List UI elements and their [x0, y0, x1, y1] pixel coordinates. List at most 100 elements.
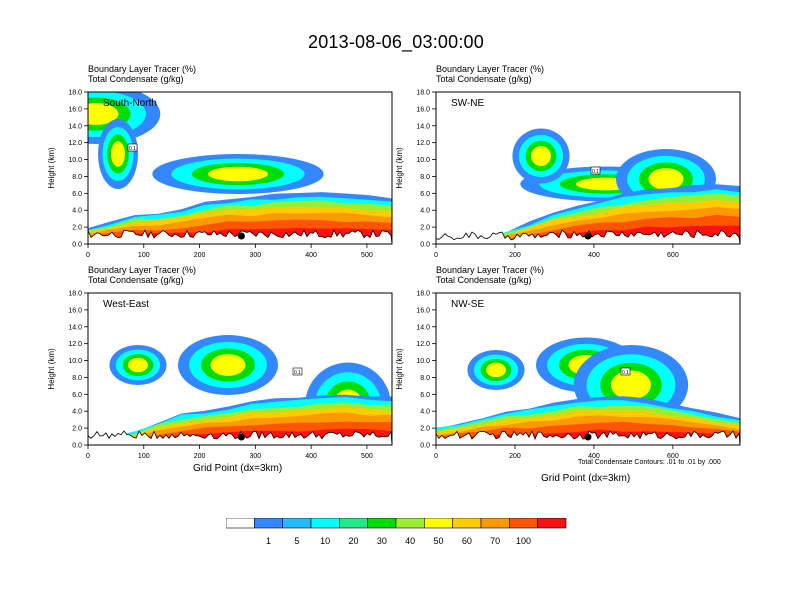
- x-tick-label: 100: [138, 453, 150, 460]
- contour-label: 0.1: [129, 146, 136, 152]
- panel-title-2: Boundary Layer Tracer (%): [436, 64, 545, 74]
- tracer-field: [88, 335, 392, 445]
- heatmap-svg-4: 0.0 2.0 4.0 6.0 8.0 10.0 12.0 14.0 16.0 18.0 Heigh…: [395, 291, 741, 460]
- colorbar-label: 70: [490, 536, 500, 546]
- y-tick-label: 18.0: [416, 90, 430, 97]
- tracer-field: [88, 92, 392, 244]
- y-tick-label: 16.0: [68, 307, 82, 314]
- y-tick-label: 2.0: [420, 426, 430, 433]
- panel-subtitle-1: Total Condensate (g/kg): [88, 74, 184, 84]
- x-tick-label: 100: [138, 252, 150, 259]
- y-tick-label: 4.0: [72, 409, 82, 416]
- y-tick-label: 10.0: [416, 157, 430, 164]
- tracer-field: [436, 128, 740, 244]
- contour-label-box: [127, 143, 138, 152]
- colorbar-swatch: [537, 517, 567, 529]
- y-tick-label: 12.0: [416, 140, 430, 147]
- y-tick-label: 18.0: [416, 291, 430, 298]
- contour-label: 0.1: [294, 370, 301, 376]
- location-marker: [237, 433, 245, 441]
- x-tick-label: 300: [249, 453, 261, 460]
- y-tick-label: 10.0: [68, 358, 82, 365]
- plot-frame: [87, 292, 393, 446]
- panel-title-1: Boundary Layer Tracer (%): [88, 64, 197, 74]
- y-tick-label: 14.0: [416, 324, 430, 331]
- y-tick-label: 10.0: [416, 358, 430, 365]
- colorbar-swatch: [509, 517, 538, 529]
- plot-frame: [87, 91, 393, 245]
- panel-name-label: SW-NE: [451, 98, 484, 109]
- panel-name-label: West-East: [103, 299, 149, 310]
- colorbar-swatch: [367, 517, 397, 529]
- y-tick-label: 12.0: [416, 341, 430, 348]
- y-tick-label: 2.0: [72, 426, 82, 433]
- y-tick-label: 4.0: [72, 208, 82, 215]
- panel-sw-ne: 0.0 2.0 4.0 6.0 8.0 10.0 12.0 14.0 16.0 18.0 Heigh…: [395, 90, 741, 259]
- y-axis-label: Height (km): [47, 348, 56, 390]
- colorbar-label: 40: [405, 536, 415, 546]
- heatmap-svg-1: 0.0 2.0 4.0 6.0 8.0 10.0 12.0 14.0 16.0 18.0 Heigh…: [47, 90, 393, 259]
- colorbar-swatch: [310, 517, 340, 529]
- panel-title-3: Boundary Layer Tracer (%): [88, 265, 197, 275]
- x-tick-label: 0: [434, 252, 438, 259]
- contour-label: 0.1: [622, 370, 629, 376]
- x-tick-label: 200: [509, 453, 521, 460]
- y-axis-label: Height (km): [395, 348, 404, 390]
- x-tick-label: 500: [361, 252, 373, 259]
- y-tick-label: 6.0: [72, 191, 82, 198]
- y-tick-label: 8.0: [72, 174, 82, 181]
- y-tick-label: 14.0: [68, 123, 82, 130]
- y-tick-label: 6.0: [420, 392, 430, 399]
- x-axis-label-right: Grid Point (dx=3km): [541, 473, 631, 484]
- panel-subtitle-2: Total Condensate (g/kg): [436, 74, 532, 84]
- y-axis-label: Height (km): [47, 147, 56, 189]
- y-tick-label: 16.0: [416, 106, 430, 113]
- colorbar-swatch: [480, 517, 510, 529]
- contour-label-box: [620, 367, 631, 376]
- x-tick-label: 400: [588, 252, 600, 259]
- panel-subtitle-4: Total Condensate (g/kg): [436, 275, 532, 285]
- panel-subtitle-3: Total Condensate (g/kg): [88, 275, 184, 285]
- y-axis-label: Height (km): [395, 147, 404, 189]
- colorbar-swatch: [254, 517, 283, 529]
- location-marker: [584, 232, 592, 240]
- panel-south-north: 0.0 2.0 4.0 6.0 8.0 10.0 12.0 14.0 16.0 18.0 Heigh…: [47, 90, 393, 259]
- colorbar-label: 5: [294, 536, 299, 546]
- x-tick-label: 400: [305, 453, 317, 460]
- x-tick-label: 0: [86, 453, 90, 460]
- colorbar-swatch: [282, 517, 312, 529]
- x-tick-label: 200: [509, 252, 521, 259]
- x-tick-label: 0: [434, 453, 438, 460]
- y-tick-label: 0.0: [72, 242, 82, 249]
- y-tick-label: 18.0: [68, 90, 82, 97]
- y-tick-label: 2.0: [420, 225, 430, 232]
- y-tick-label: 0.0: [420, 242, 430, 249]
- x-tick-label: 600: [667, 453, 679, 460]
- heatmap-svg-2: 0.0 2.0 4.0 6.0 8.0 10.0 12.0 14.0 16.0 18.0 Heigh…: [395, 90, 741, 259]
- x-tick-label: 200: [194, 453, 206, 460]
- y-tick-label: 6.0: [72, 392, 82, 399]
- contour-note: Total Condensate Contours: .01 to .01 by…: [578, 459, 721, 466]
- colorbar-swatch: [395, 517, 425, 529]
- y-tick-label: 4.0: [420, 409, 430, 416]
- x-axis-label-left: Grid Point (dx=3km): [193, 463, 283, 474]
- colorbar-label: 50: [433, 536, 443, 546]
- y-tick-label: 18.0: [68, 291, 82, 298]
- panel-name-label: NW-SE: [451, 299, 484, 310]
- y-tick-label: 8.0: [420, 375, 430, 382]
- plot-frame: [435, 91, 741, 245]
- y-tick-label: 0.0: [420, 443, 430, 450]
- y-tick-label: 6.0: [420, 191, 430, 198]
- colorbar-label: 100: [516, 536, 531, 546]
- y-tick-label: 16.0: [68, 106, 82, 113]
- panel-nw-se: 0.0 2.0 4.0 6.0 8.0 10.0 12.0 14.0 16.0 18.0 Heigh…: [395, 291, 741, 460]
- colorbar-swatch: [339, 517, 368, 529]
- y-tick-label: 0.0: [72, 443, 82, 450]
- x-tick-label: 400: [305, 252, 317, 259]
- y-tick-label: 12.0: [68, 140, 82, 147]
- colorbar: 1 5 10 20 30 40 50 60 70 100: [225, 517, 586, 557]
- x-tick-label: 500: [361, 453, 373, 460]
- location-marker: [584, 433, 592, 441]
- colorbar-swatch: [424, 517, 453, 529]
- y-tick-label: 14.0: [416, 123, 430, 130]
